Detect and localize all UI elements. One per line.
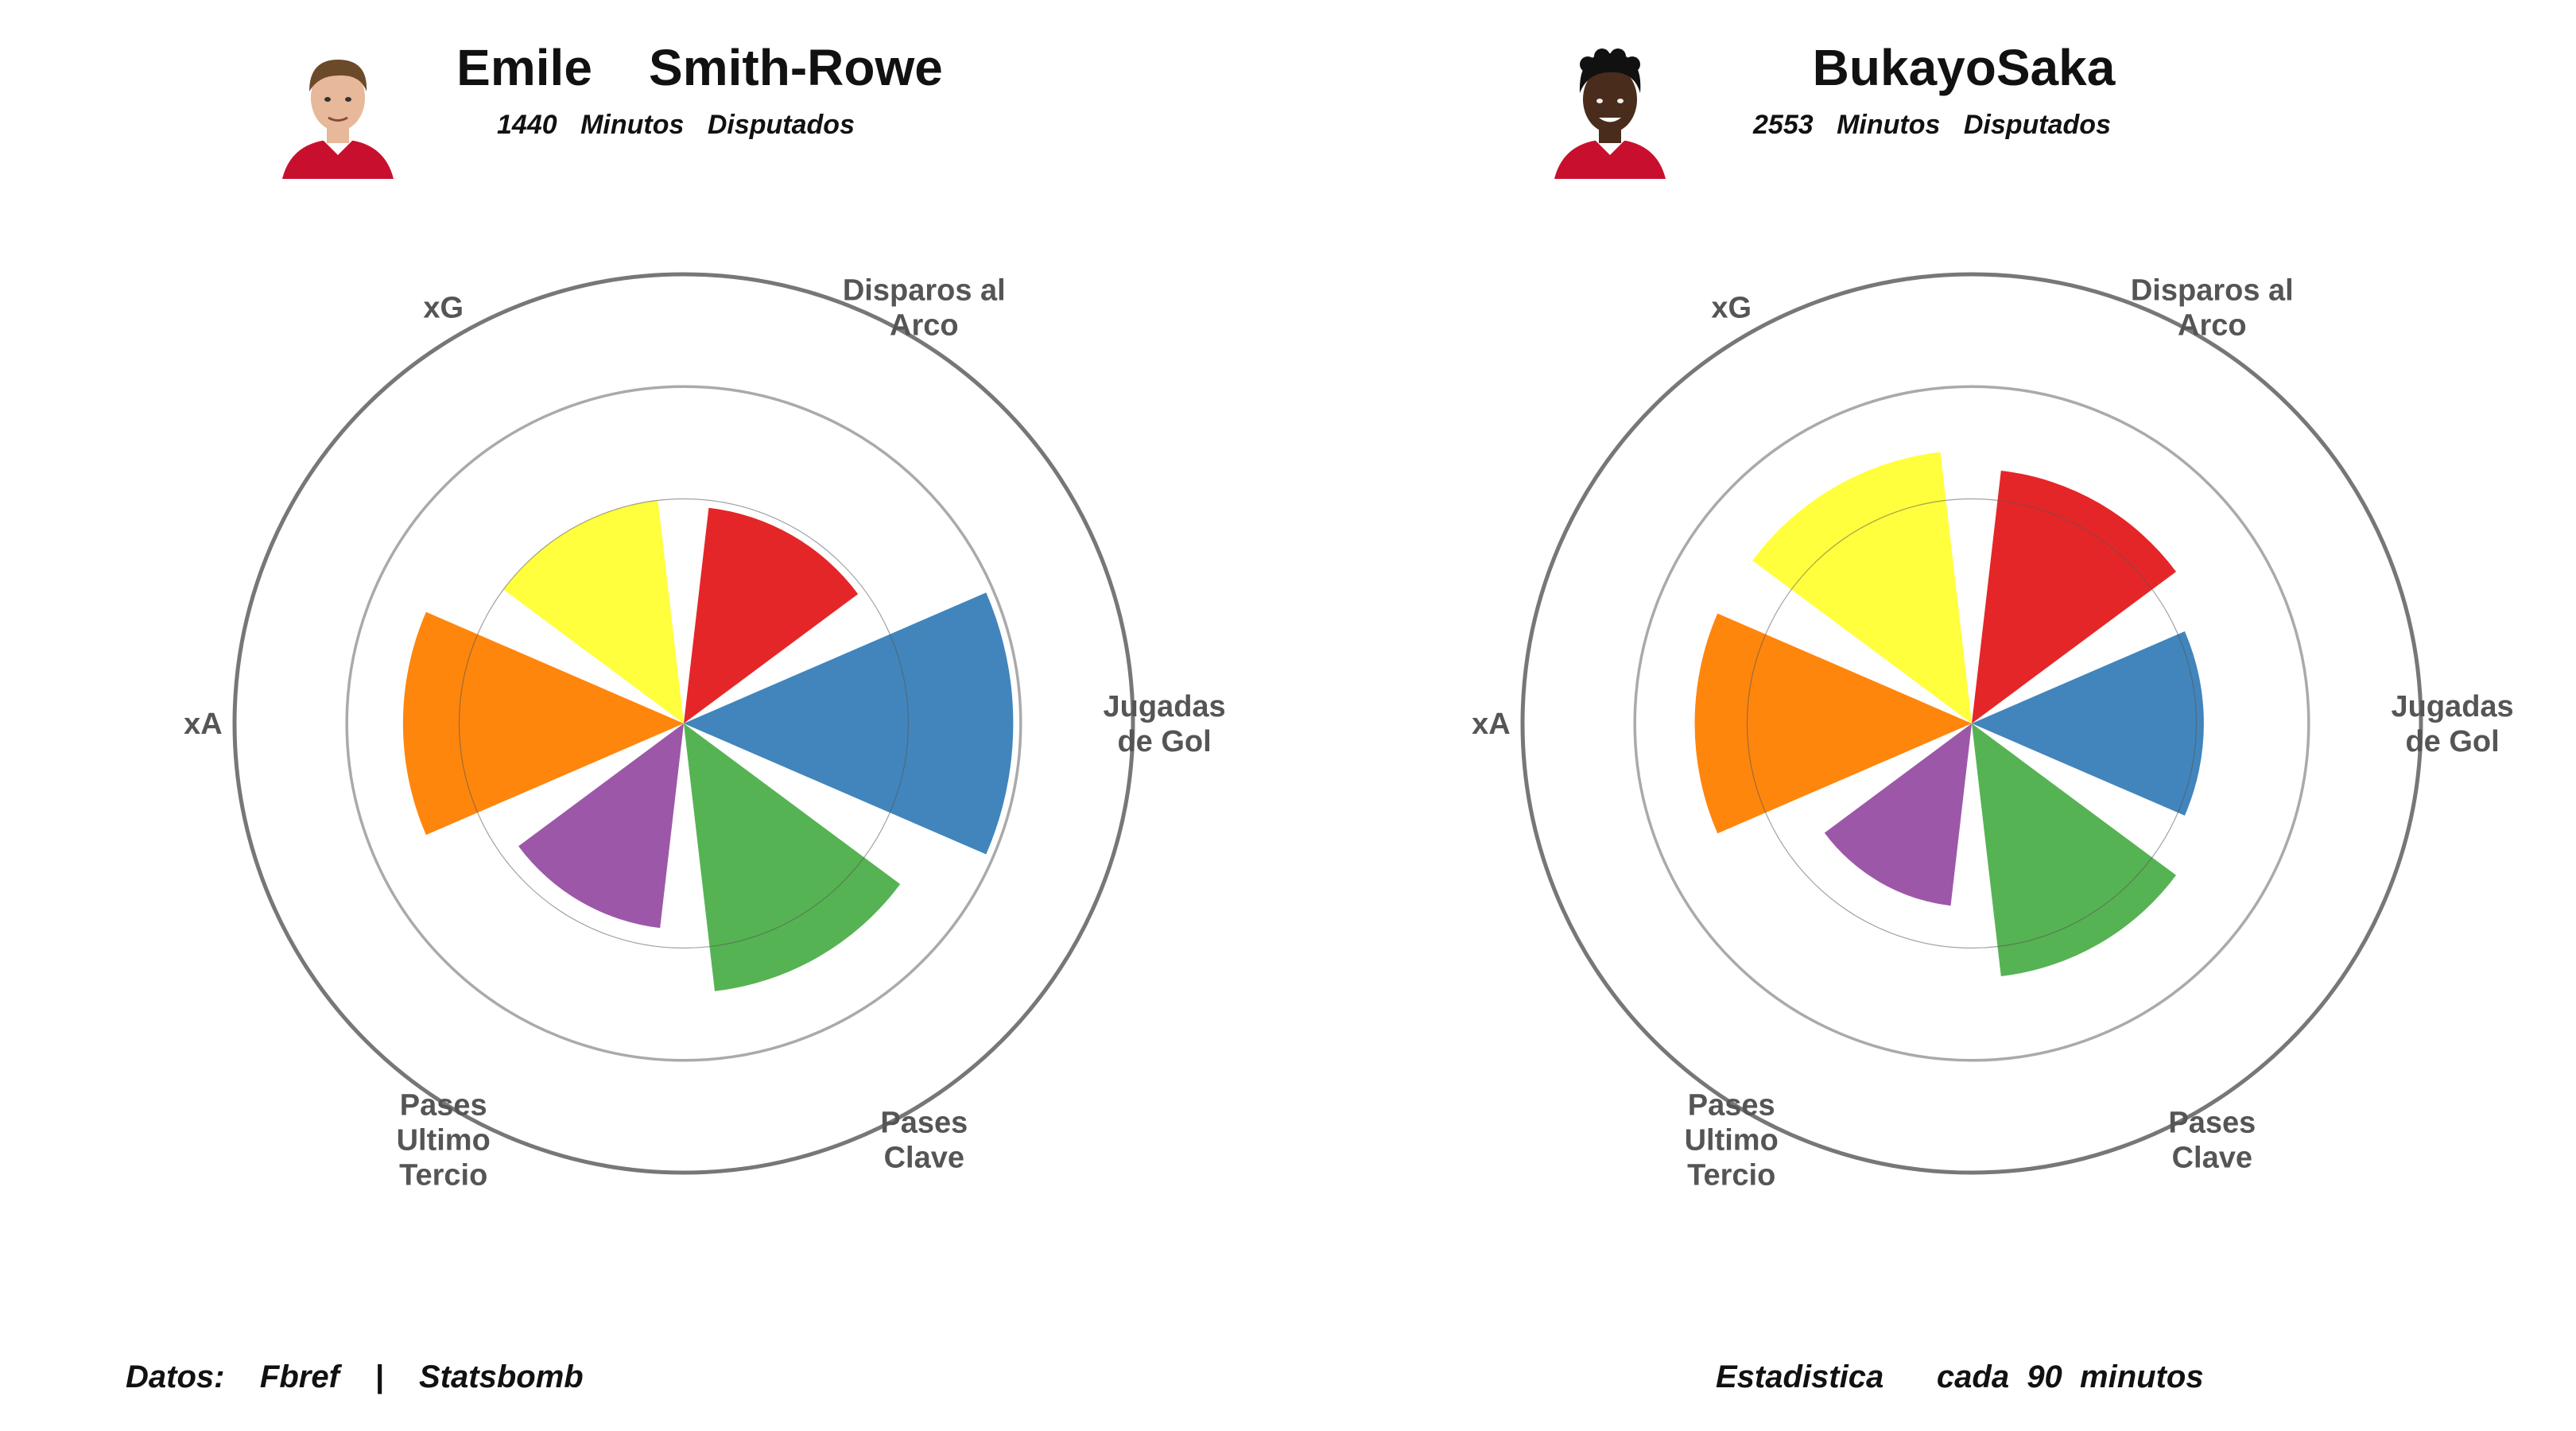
bar-2 — [684, 723, 901, 991]
minutes-value: 1440 — [497, 110, 557, 140]
source-separator: | — [374, 1359, 384, 1394]
axis-label-line: Clave — [884, 1142, 964, 1175]
minutes-played: 1440 Minutos Disputados — [398, 110, 954, 141]
axis-label-line: Jugadas — [2392, 690, 2514, 723]
axis-label-0: Disparos al Arco — [2131, 273, 2294, 342]
bar-1 — [1972, 631, 2204, 816]
note-word-3: 90 — [2027, 1359, 2062, 1394]
axis-label-line: Disparos al — [2131, 273, 2294, 307]
player-name: BukayoSaka — [1686, 38, 2242, 97]
source-label: Datos: — [126, 1359, 225, 1394]
axis-label-line: xA — [184, 708, 223, 741]
axis-label-0: Disparos al Arco — [843, 273, 1006, 342]
axis-label-4: xA — [184, 708, 223, 741]
axis-label-1: Jugadas de Gol — [2392, 690, 2514, 758]
axis-label-line: xG — [1711, 291, 1752, 324]
last-name: Saka — [1996, 39, 2116, 96]
bar-4 — [402, 611, 684, 836]
axis-label-4: xA — [1472, 708, 1511, 741]
axis-label-line: Pases — [880, 1107, 968, 1140]
played-word: Disputados — [1963, 110, 2111, 140]
bar-5 — [503, 500, 684, 723]
bar-5 — [1752, 452, 1972, 723]
bar-3 — [518, 723, 684, 929]
first-name: Emile — [456, 39, 592, 96]
bar-1 — [684, 592, 1014, 855]
axis-label-line: Ultimo — [397, 1124, 491, 1158]
axis-label-line: xG — [423, 291, 464, 324]
last-name: Smith-Rowe — [649, 39, 943, 96]
grid-ring-1 — [345, 385, 1022, 1062]
axis-label-line: Jugadas — [1104, 690, 1226, 723]
source-fbref: Fbref — [259, 1359, 339, 1394]
source-statsbomb: Statsbomb — [419, 1359, 584, 1394]
bar-3 — [1824, 723, 1972, 906]
bar-0 — [684, 507, 859, 723]
player-photo-icon — [1546, 36, 1674, 179]
axis-label-line: Tercio — [1687, 1159, 1775, 1192]
axis-label-5: xG — [1711, 291, 1752, 324]
data-source: Datos: Fbref | Statsbomb — [126, 1359, 584, 1395]
axis-label-3: Pases Ultimo Tercio — [1685, 1089, 1779, 1192]
axis-label-5: xG — [423, 291, 464, 324]
axis-label-line: Arco — [890, 308, 959, 342]
played-word: Disputados — [707, 110, 855, 140]
per-90-note: Estadistica cada 90 minutos — [1716, 1359, 2204, 1395]
axis-label-2: Pases Clave — [880, 1107, 968, 1175]
grid-ring-0 — [458, 498, 910, 949]
player-panel-right: BukayoSaka 2553 Minutos Disputados Dispa… — [1288, 0, 2576, 1431]
note-word-1: Estadistica — [1716, 1359, 1884, 1394]
axis-label-1: Jugadas de Gol — [1104, 690, 1226, 758]
bar-0 — [1972, 471, 2176, 723]
axis-label-line: Pases — [1688, 1089, 1775, 1123]
note-word-2: cada — [1936, 1359, 2010, 1394]
axis-label-line: de Gol — [1117, 725, 1211, 758]
player-name: Emile Smith-Rowe — [421, 38, 978, 97]
first-name: Bukayo — [1812, 39, 1996, 96]
axis-label-line: Disparos al — [843, 273, 1006, 307]
minutes-value: 2553 — [1753, 110, 1814, 140]
minutes-played: 2553 Minutos Disputados — [1654, 110, 2210, 141]
axis-label-line: Tercio — [399, 1159, 487, 1192]
axis-label-line: Pases — [400, 1089, 487, 1123]
axis-label-3: Pases Ultimo Tercio — [397, 1089, 491, 1192]
grid-ring-2 — [1520, 272, 2423, 1175]
axis-label-2: Pases Clave — [2168, 1107, 2256, 1175]
axis-label-line: Arco — [2178, 308, 2247, 342]
minutes-word: Minutos — [580, 110, 685, 140]
axis-label-line: Ultimo — [1685, 1124, 1779, 1158]
grid-ring-0 — [1746, 498, 2198, 949]
note-word-4: minutos — [2080, 1359, 2204, 1394]
grid-ring-2 — [232, 272, 1135, 1175]
bar-4 — [1694, 613, 1972, 834]
axis-label-line: Clave — [2172, 1142, 2252, 1175]
axis-label-line: xA — [1472, 708, 1511, 741]
player-photo-icon — [274, 36, 402, 179]
axis-label-line: de Gol — [2405, 725, 2499, 758]
bar-2 — [1972, 723, 2176, 976]
grid-ring-1 — [1633, 385, 2310, 1062]
minutes-word: Minutos — [1837, 110, 1941, 140]
player-panel-left: Emile Smith-Rowe 1440 Minutos Disputados… — [126, 36, 1226, 1395]
axis-label-line: Pases — [2168, 1107, 2256, 1140]
